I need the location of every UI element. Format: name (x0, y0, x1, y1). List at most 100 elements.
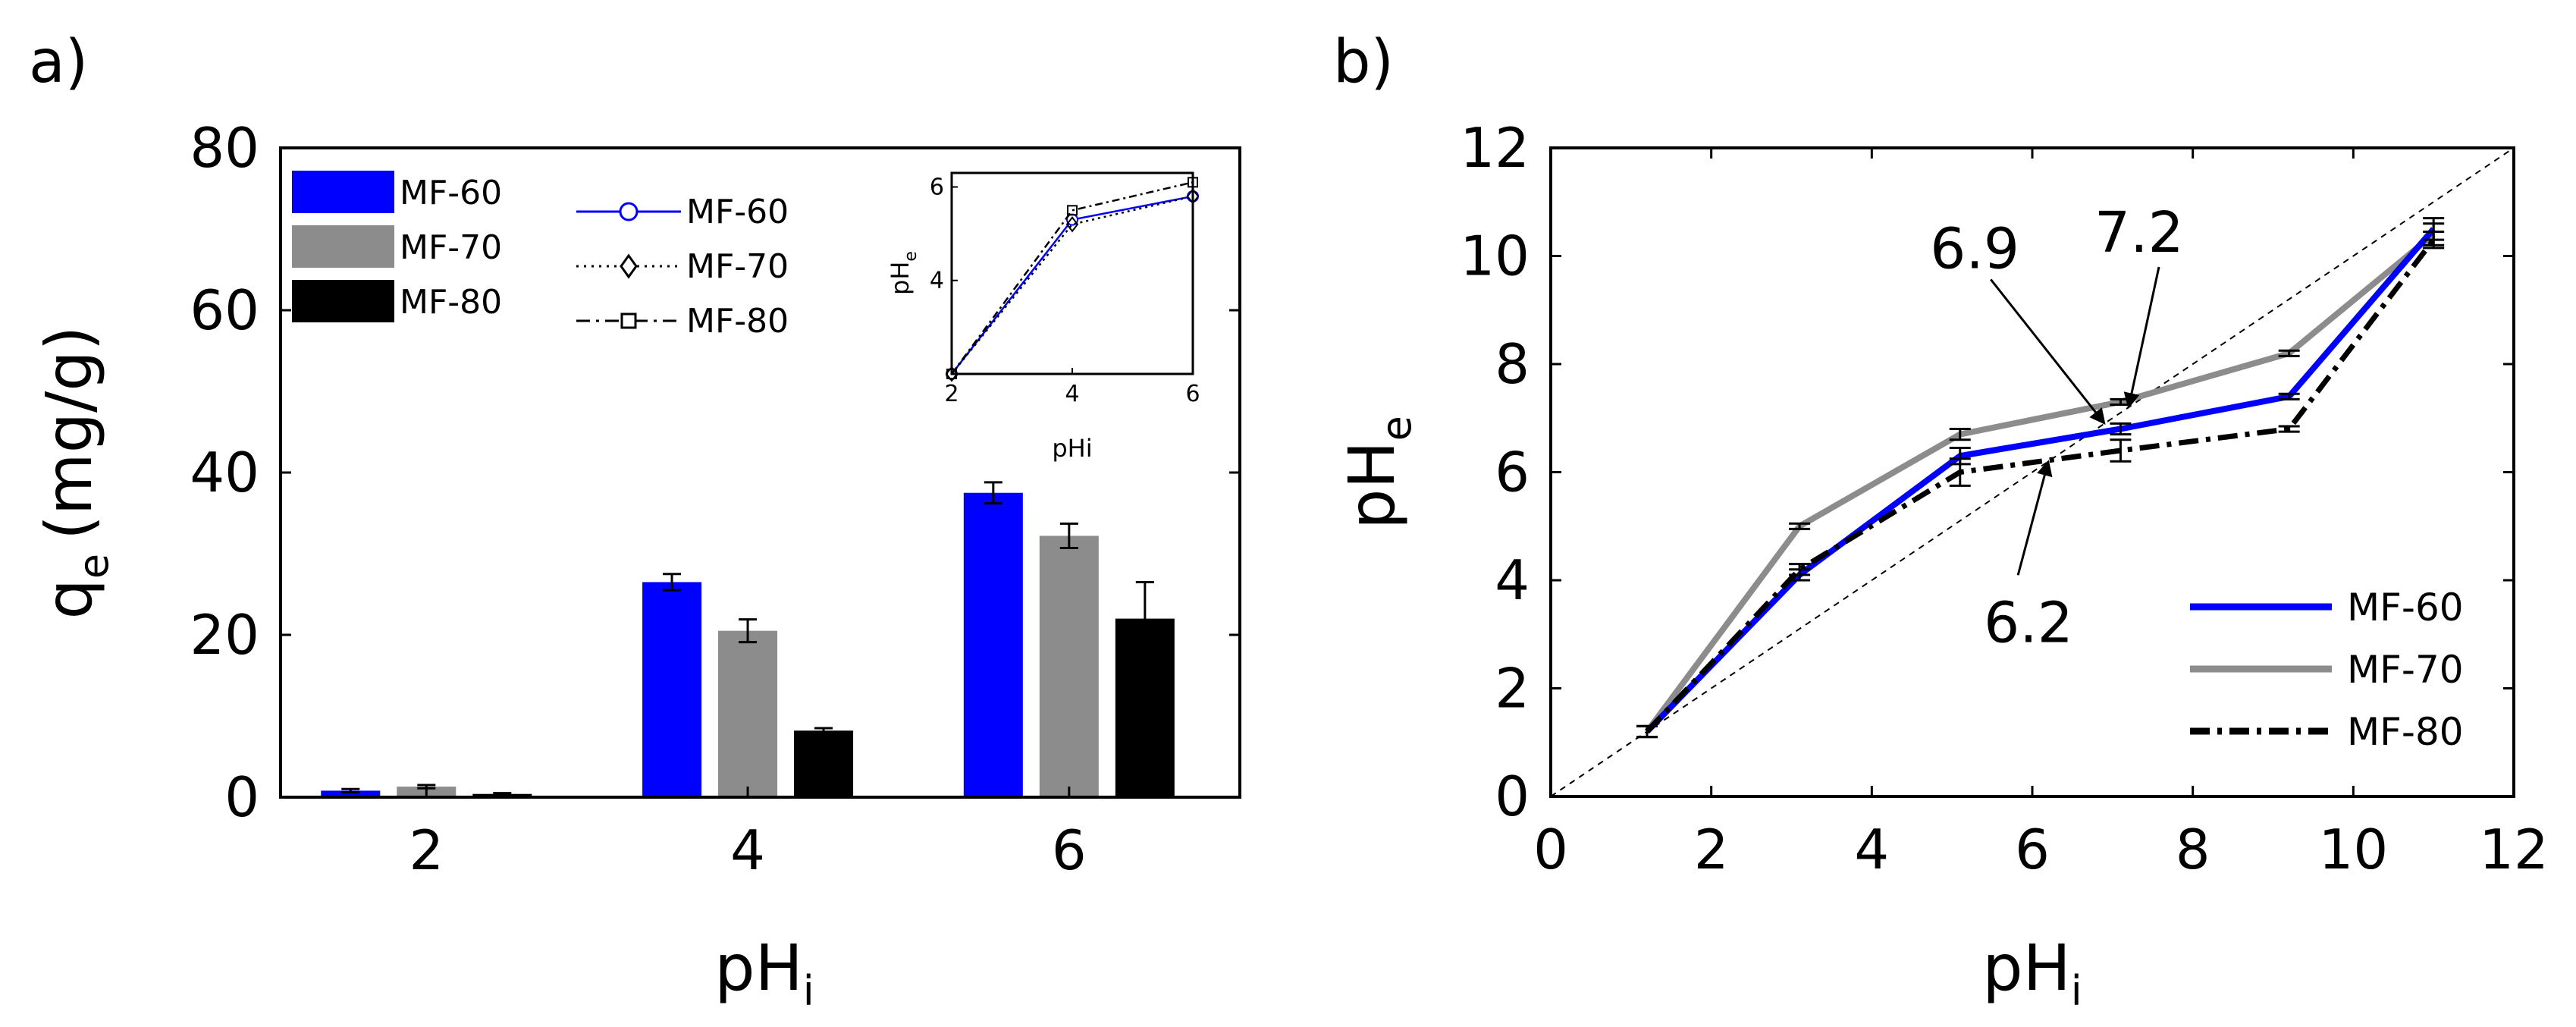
square-marker (620, 312, 637, 329)
inset-xlabel-sub: i (1086, 434, 1093, 463)
ytick-label: 12 (1460, 116, 1530, 180)
legend-label: MF-70 (2347, 648, 2464, 692)
panel-b-ticks: 0 2 4 6 8 10 12 0 2 4 6 8 10 12 (1460, 116, 2548, 881)
panel-b-ylabel: pHe (1335, 416, 1420, 529)
panel-a-error-bars (341, 481, 1154, 796)
panel-b-annotations: 6.9 7.2 6.2 (1930, 200, 2183, 655)
inset-point-mf-80 (1067, 205, 1078, 216)
inset-xlabel-main: pH (1052, 434, 1085, 463)
panel-b-xlabel-main: pH (1982, 931, 2070, 1005)
xtick-label: 12 (2479, 818, 2549, 881)
legend-label-line: MF-60 (686, 193, 789, 231)
inset-line-mf-80 (950, 181, 1194, 375)
ytick-label: 80 (190, 116, 259, 180)
annotation-arrow-6.9 (1990, 278, 2106, 426)
panel-a-inset: 2 4 646 pHi pHe (886, 171, 1200, 463)
inset-ytick-label: 6 (930, 174, 944, 200)
panel-a-legend-bars: MF-60 MF-70 MF-80 (292, 171, 502, 322)
panel-b-frame (1549, 146, 2515, 798)
ytick-label: 40 (190, 441, 259, 504)
legend-swatch-mf-60 (292, 171, 394, 213)
svg-text:pHe: pHe (886, 251, 921, 295)
panel-a-ylabel: qe (mg/g) (32, 326, 118, 620)
panel-a-bars (321, 492, 1175, 797)
panel-b-label: b) (1333, 28, 1394, 96)
panel-b-xlabel: pHi (1982, 931, 2082, 1015)
panel-b-error-bars (1636, 217, 2445, 739)
inset-xtick-label: 2 (944, 381, 959, 407)
inset-xtick-label: 4 (1065, 381, 1079, 407)
panel-a-label: a) (29, 28, 88, 96)
line-mf-60 (1645, 227, 2436, 734)
legend-label: MF-60 (2347, 586, 2464, 630)
ytick-label: 6 (1495, 441, 1530, 504)
legend-label: MF-80 (2347, 710, 2464, 754)
svg-text:qe(mg/g): qe (mg/g) (32, 326, 118, 620)
annotation-arrow-7.2 (2123, 266, 2160, 410)
panel-b-ylabel-main: pH (1335, 441, 1409, 529)
identity-line (1550, 147, 2515, 797)
ytick-label: 4 (1495, 548, 1530, 612)
circle-marker (619, 202, 639, 221)
xtick-label: 6 (1052, 818, 1087, 882)
ytick-label: 0 (224, 765, 259, 829)
panel-b-lines (1644, 227, 2436, 734)
inset-lines (945, 177, 1200, 382)
bar-mf-60-ph4 (642, 582, 702, 797)
legend-label-bar: MF-70 (400, 228, 502, 267)
inset-ticks: 2 4 6 4 6 (930, 174, 1200, 407)
legend-label-bar: MF-80 (400, 283, 502, 322)
panel-b-reference-line (1550, 147, 2515, 797)
bar-mf-70-ph4 (718, 630, 778, 797)
inset-ylabel: pHe (886, 251, 921, 295)
inset-point-mf-70 (945, 366, 959, 382)
panel-a-ylabel-unit: (mg/g) (32, 326, 106, 540)
inset-xtick-label: 6 (1185, 381, 1200, 407)
legend-label-line: MF-70 (686, 247, 789, 286)
ytick-label: 8 (1495, 332, 1530, 396)
xtick-label: 0 (1533, 818, 1568, 881)
ytick-label: 2 (1495, 657, 1530, 721)
legend-label-bar: MF-60 (400, 174, 502, 212)
legend-label-line: MF-80 (686, 302, 789, 341)
xtick-label: 6 (2015, 818, 2050, 881)
ytick-label: 20 (190, 603, 259, 667)
panel-a-xlabel-sub: i (803, 967, 814, 1015)
panel-b-legend: MF-60 MF-70 MF-80 (2190, 586, 2464, 754)
bar-mf-60-ph6 (963, 492, 1023, 797)
inset-ylabel-main: pH (886, 262, 915, 295)
inset-frame (950, 171, 1194, 375)
inset-ytick-label: 4 (930, 268, 944, 294)
legend-swatch-mf-70 (292, 225, 394, 268)
inset-point-mf-70 (1065, 216, 1079, 233)
panel-a-ylabel-main: q (32, 579, 106, 619)
panel-b-xlabel-sub: i (2071, 967, 2082, 1015)
line-mf-80 (1645, 238, 2436, 733)
inset-line-mf-70 (951, 195, 1194, 375)
panel-a-ylabel-sub: e (70, 554, 118, 579)
xtick-label: 4 (1854, 818, 1889, 881)
bar-mf-70-ph6 (1039, 535, 1099, 797)
ytick-label: 10 (1460, 225, 1530, 288)
xtick-label: 10 (2319, 818, 2389, 881)
xtick-label: 4 (730, 818, 765, 882)
panel-a-frame (279, 146, 1241, 799)
xtick-label: 8 (2176, 818, 2210, 881)
ytick-label: 0 (1495, 765, 1530, 828)
panel-a-xlabel: pHi (714, 931, 814, 1015)
bar-mf-60-ph2 (321, 790, 381, 797)
diamond-marker (620, 253, 638, 279)
ytick-label: 60 (190, 278, 259, 342)
panel-b-ylabel-sub: e (1373, 416, 1420, 441)
inset-xlabel: pHi (1052, 434, 1092, 463)
panel-a-legend-lines: MF-60 MF-70 MF-80 (576, 193, 789, 341)
xtick-label: 2 (1694, 818, 1729, 881)
panel-a-xlabel-main: pH (714, 931, 802, 1005)
legend-swatch-mf-80 (292, 280, 394, 322)
svg-text:pHe: pHe (1335, 416, 1420, 529)
line-mf-70 (1644, 231, 2436, 733)
inset-ylabel-sub: e (902, 251, 921, 262)
